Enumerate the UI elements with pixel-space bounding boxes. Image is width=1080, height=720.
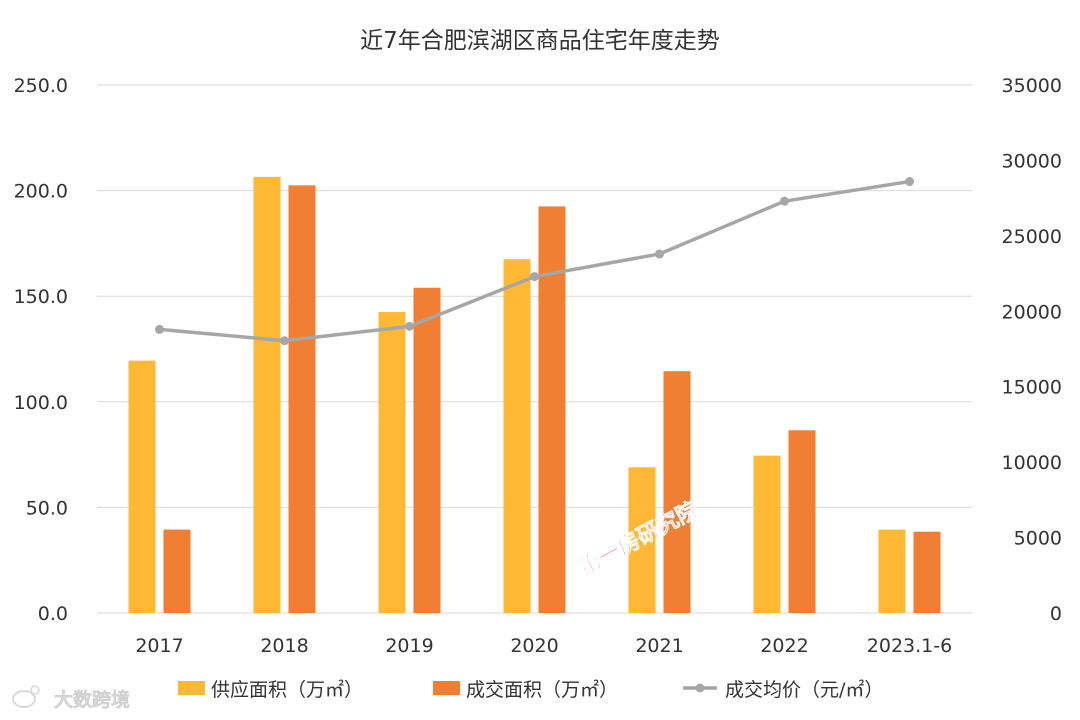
left-tick-label: 100.0 — [14, 392, 68, 414]
weibo-logo-icon — [12, 685, 40, 708]
right-tick-label: 25000 — [1002, 226, 1062, 248]
right-tick-label: 30000 — [1002, 150, 1062, 172]
legend-swatch — [433, 681, 460, 695]
x-tick-label: 2019 — [385, 635, 433, 657]
right-tick-label: 35000 — [1002, 75, 1062, 97]
legend-swatch — [178, 681, 205, 695]
price-point — [655, 249, 664, 259]
left-tick-label: 250.0 — [14, 75, 68, 97]
right-axis-ticks: 0 5000 10000 15000 20000 25000 30000 35000 — [1002, 75, 1062, 625]
x-axis-labels: 2017 2018 2019 2020 2021 2022 2023.1-6 — [135, 635, 952, 657]
gridlines — [97, 84, 972, 614]
price-point — [905, 177, 914, 187]
transaction-area-bar — [163, 529, 191, 613]
supply-area-bar — [503, 259, 531, 613]
supply-area-bar — [878, 529, 906, 613]
transaction-area-bar — [788, 430, 816, 613]
watermark-corner-text: 大数跨境 — [54, 688, 130, 711]
x-tick-label: 2020 — [510, 635, 558, 657]
legend-label: 供应面积（万㎡） — [211, 678, 363, 701]
right-tick-label: 20000 — [1002, 301, 1062, 323]
legend-avg-price: 成交均价（元/㎡） — [683, 678, 883, 701]
price-point — [780, 196, 789, 206]
right-tick-label: 15000 — [1002, 377, 1062, 399]
supply-area-bar — [753, 455, 781, 613]
price-line — [155, 177, 914, 346]
transaction-area-bar — [913, 531, 941, 613]
transaction-area-bar — [538, 206, 566, 613]
left-tick-label: 50.0 — [26, 497, 68, 519]
supply-area-bar — [253, 176, 281, 613]
legend-supply-area: 供应面积（万㎡） — [178, 678, 363, 701]
transaction-area-bar — [663, 371, 691, 613]
x-tick-label: 2023.1-6 — [867, 635, 952, 657]
right-tick-label: 0 — [1050, 603, 1062, 625]
supply-area-bar — [628, 467, 656, 613]
x-tick-label: 2018 — [260, 635, 308, 657]
chart-title: 近7年合肥滨湖区商品住宅年度走势 — [360, 28, 720, 54]
supply-area-bar — [128, 360, 156, 613]
price-point — [530, 272, 539, 282]
right-tick-label: 5000 — [1014, 528, 1062, 550]
x-tick-label: 2017 — [135, 635, 183, 657]
transaction-area-bar — [413, 287, 441, 613]
left-tick-label: 0.0 — [38, 603, 68, 625]
watermark-corner: 大数跨境 — [12, 685, 130, 711]
transaction-area-bar — [288, 185, 316, 613]
right-tick-label: 10000 — [1002, 452, 1062, 474]
price-point — [280, 336, 289, 346]
left-tick-label: 200.0 — [14, 181, 68, 203]
price-point — [155, 324, 164, 334]
left-axis-ticks: 0.0 50.0 100.0 150.0 200.0 250.0 — [14, 75, 68, 625]
legend-marker — [695, 683, 705, 693]
x-tick-label: 2022 — [760, 635, 808, 657]
bars — [128, 176, 941, 613]
price-point — [405, 321, 414, 331]
legend-transaction-area: 成交面积（万㎡） — [433, 678, 618, 701]
legend-label: 成交面积（万㎡） — [466, 678, 618, 701]
legend: 供应面积（万㎡） 成交面积（万㎡） 成交均价（元/㎡） — [178, 678, 883, 701]
legend-label: 成交均价（元/㎡） — [725, 678, 883, 701]
x-tick-label: 2021 — [635, 635, 683, 657]
supply-area-bar — [378, 312, 406, 613]
left-tick-label: 150.0 — [14, 286, 68, 308]
